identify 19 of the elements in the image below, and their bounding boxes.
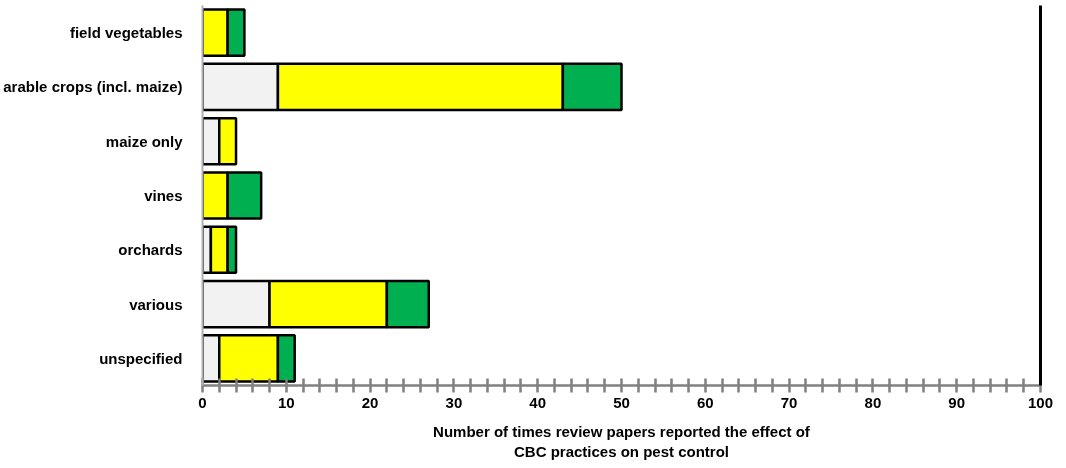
x-axis-title: Number of times review papers reported the effect of CBC practices on pest control (433, 422, 811, 460)
y-tick-label: unspecified (99, 349, 183, 367)
x-tick-label: 50 (613, 393, 630, 411)
x-tick-label: 20 (361, 393, 379, 411)
x-tick-label: 90 (948, 393, 966, 411)
y-tick-label: arable crops (incl. maize) (3, 78, 183, 96)
y-tick-label: vines (144, 187, 183, 204)
x-tick-label: 40 (529, 393, 547, 411)
y-tick-label: various (129, 295, 183, 313)
x-tick-label: 60 (696, 393, 714, 411)
x-tick-label: 100 (1027, 393, 1054, 411)
y-tick-label: maize only (105, 132, 184, 150)
x-tick-label: 70 (780, 393, 798, 411)
y-tick-label: orchards (118, 241, 183, 259)
x-tick-label: 0 (198, 393, 207, 411)
x-tick-label: 10 (277, 393, 295, 411)
x-tick-label: 30 (445, 393, 463, 411)
y-tick-label: field vegetables (69, 24, 183, 42)
x-tick-label: 80 (864, 393, 882, 411)
